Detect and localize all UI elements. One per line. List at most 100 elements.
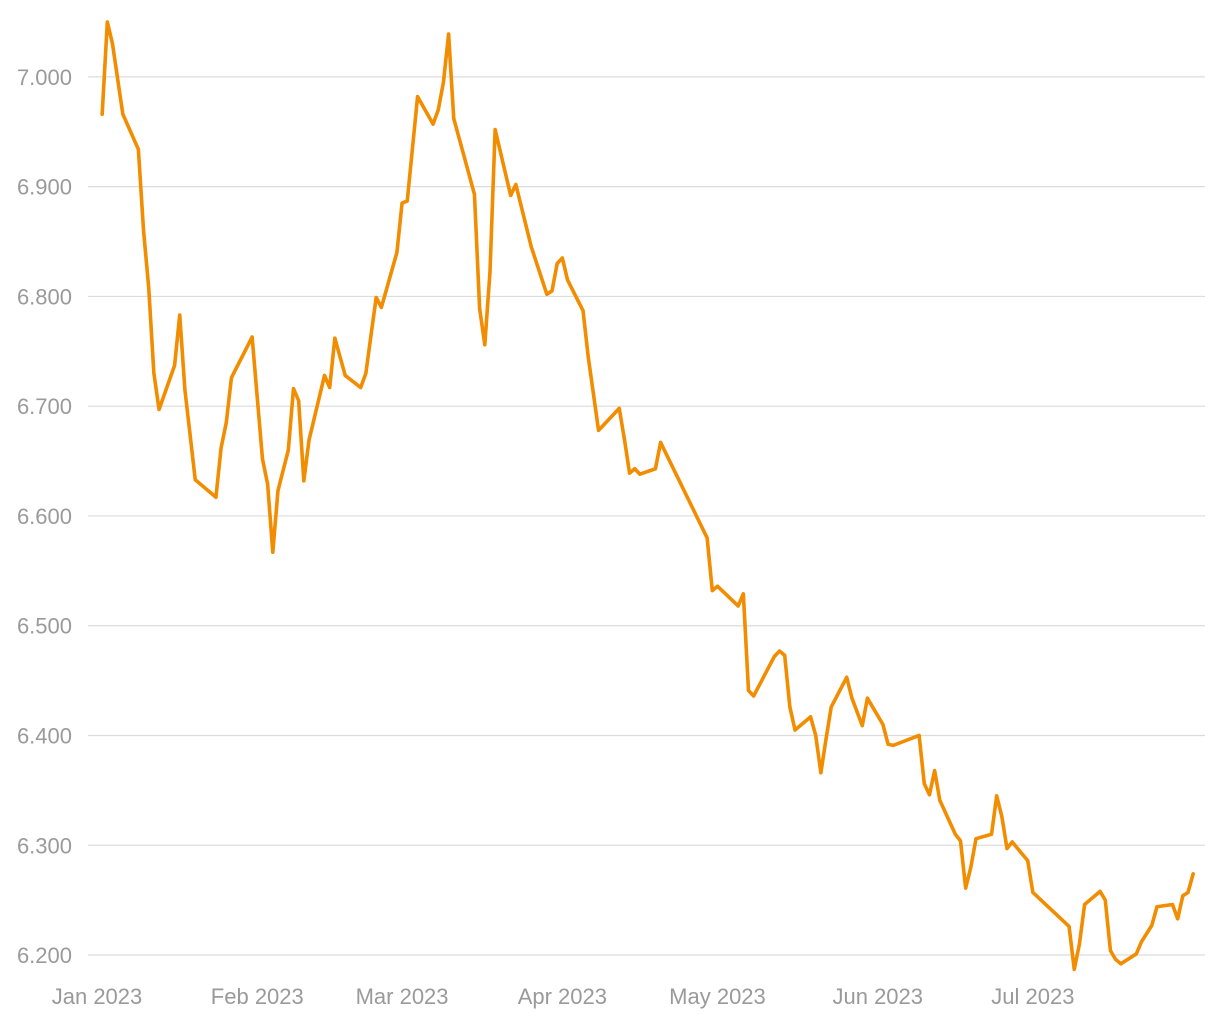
data-point [865,696,870,700]
data-point [560,256,564,260]
data-point [1103,898,1107,902]
data-point [938,798,942,802]
data-point [995,794,999,798]
data-point [1119,962,1123,966]
data-point [633,467,637,471]
data-point [441,80,446,84]
y-tick-label: 6.600 [17,504,72,529]
data-point [105,20,109,24]
data-point [447,32,451,36]
data-point [777,649,782,653]
data-point [596,428,601,432]
data-point [783,653,787,657]
data-point [121,112,125,116]
data-point [1191,872,1195,876]
data-point [1186,890,1190,895]
x-tick-label: Feb 2023 [211,984,304,1009]
data-point [586,355,590,359]
data-point [958,839,963,843]
data-point [1005,846,1009,851]
data-point [333,336,337,340]
data-point [1072,967,1076,971]
data-point [1114,957,1118,962]
data-point [715,584,720,588]
data-point [266,482,270,486]
y-tick-label: 6.700 [17,394,72,419]
data-point [1077,942,1082,946]
data-point [989,832,994,836]
y-axis-ticks: 6.200 6.300 6.400 6.500 6.600 6.700 6.800 6.900… [17,65,72,968]
data-point [1108,949,1113,953]
data-point [364,371,368,375]
data-point [110,42,115,46]
x-axis-ticks: Jan 2023 Feb 2023 Mar 2023 Apr 2023 May 2023… [52,984,1075,1009]
data-point [814,733,818,738]
y-tick-label: 6.400 [17,723,72,748]
data-point [172,363,177,368]
y-tick-label: 6.500 [17,614,72,639]
y-tick-label: 6.300 [17,833,72,858]
data-point [369,333,373,337]
data-point [224,421,228,425]
data-point [436,108,440,112]
data-point [969,865,973,869]
data-point [193,478,197,482]
data-point [509,193,513,198]
y-tick-label: 7.000 [17,65,72,90]
data-point [917,733,921,738]
data-point [286,448,290,452]
data-point [1010,840,1014,844]
data-point [638,472,642,476]
data-point [1098,889,1102,893]
data-point [746,688,751,693]
data-point [307,438,311,442]
data-point [659,440,663,445]
data-point [1170,902,1175,907]
data-point [653,467,658,471]
x-tick-label: Jan 2023 [52,984,143,1009]
data-point [1082,902,1087,907]
data-point [141,228,146,233]
data-point [100,112,104,116]
data-point [565,278,570,282]
data-point [550,289,554,293]
data-point [415,95,420,99]
data-point [214,495,218,499]
data-point [927,793,932,797]
data-point [545,292,549,296]
data-point [529,245,533,249]
data-point [829,705,833,709]
y-tick-label: 6.900 [17,175,72,200]
data-point [808,715,813,719]
y-tick-label: 6.800 [17,284,72,309]
data-point [824,737,828,741]
data-point [1000,815,1004,819]
data-point [922,782,926,786]
data-point [819,771,823,775]
data-point [850,696,854,700]
data-point [431,122,435,126]
data-point [1176,917,1180,921]
data-point [710,589,714,593]
data-point [1181,894,1185,898]
data-point [953,832,957,836]
data-point [343,373,347,378]
data-point [400,201,404,205]
data-point [478,306,482,311]
y-tick-label: 6.200 [17,943,72,968]
data-point [1150,923,1154,927]
data-point [472,192,477,196]
data-point [514,182,518,187]
data-point [886,742,890,746]
data-point [788,705,792,709]
data-point [1139,940,1144,944]
data-point [291,387,296,391]
x-tick-label: Apr 2023 [518,984,607,1009]
data-point [147,286,151,290]
data-point [136,147,140,151]
data-point [752,694,756,698]
x-tick-label: May 2023 [669,984,766,1009]
data-point [260,457,265,461]
data-point [881,722,885,727]
